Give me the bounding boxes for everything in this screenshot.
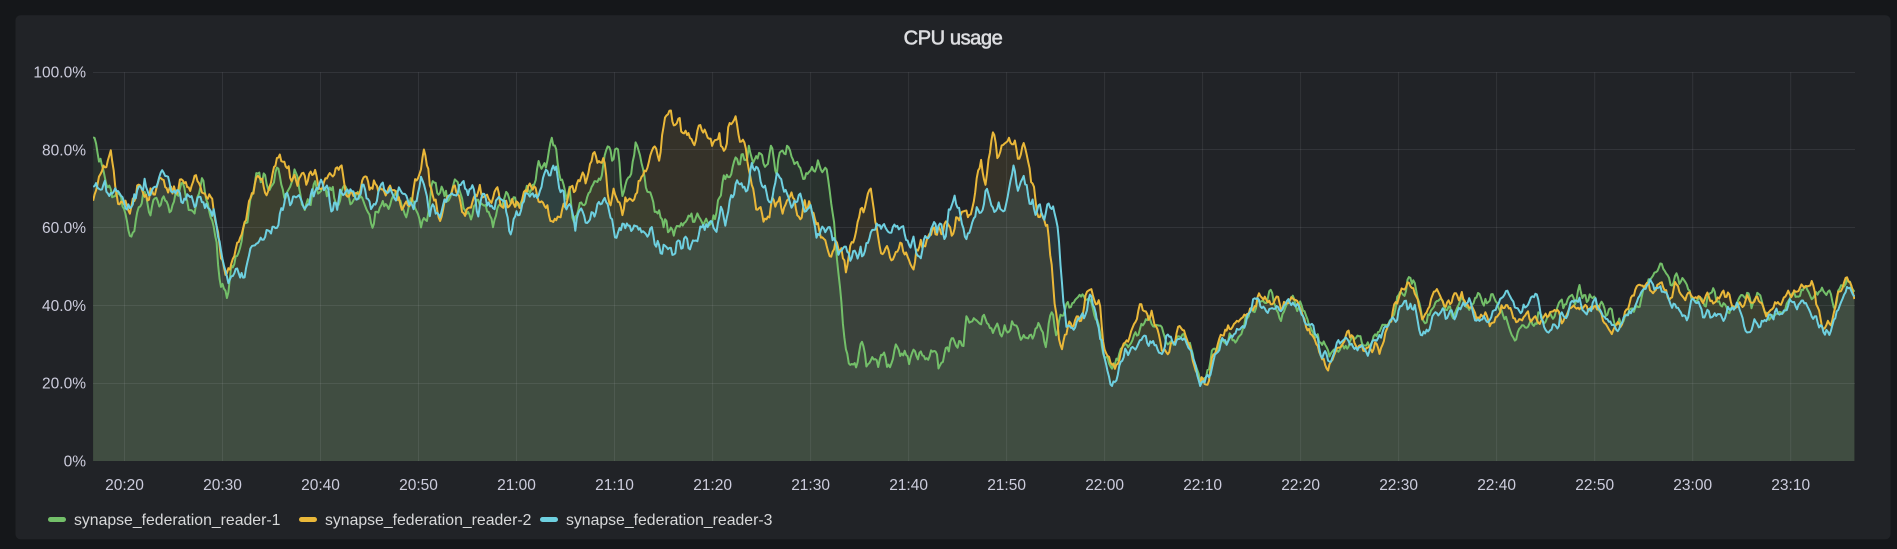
svg-text:22:40: 22:40 [1477,477,1516,494]
svg-text:20:30: 20:30 [203,477,242,494]
svg-text:40.0%: 40.0% [42,298,86,315]
svg-text:20.0%: 20.0% [42,376,86,393]
svg-text:80.0%: 80.0% [42,143,86,160]
svg-text:21:30: 21:30 [791,477,830,494]
svg-text:60.0%: 60.0% [42,220,86,237]
svg-text:21:00: 21:00 [497,477,536,494]
svg-text:20:40: 20:40 [301,477,340,494]
svg-text:100.0%: 100.0% [33,65,86,82]
svg-text:22:50: 22:50 [1575,477,1614,494]
svg-text:21:50: 21:50 [987,477,1026,494]
svg-text:synapse_federation_reader-3: synapse_federation_reader-3 [566,512,773,529]
svg-text:23:10: 23:10 [1771,477,1810,494]
svg-text:0%: 0% [64,454,87,471]
svg-text:22:20: 22:20 [1281,477,1320,494]
svg-text:22:00: 22:00 [1085,477,1124,494]
svg-text:21:20: 21:20 [693,477,732,494]
svg-text:22:10: 22:10 [1183,477,1222,494]
svg-text:21:40: 21:40 [889,477,928,494]
svg-text:synapse_federation_reader-2: synapse_federation_reader-2 [325,512,531,529]
svg-text:20:20: 20:20 [105,477,144,494]
svg-text:20:50: 20:50 [399,477,438,494]
svg-text:23:00: 23:00 [1673,477,1712,494]
svg-text:CPU usage: CPU usage [904,28,1003,50]
svg-text:22:30: 22:30 [1379,477,1418,494]
svg-text:synapse_federation_reader-1: synapse_federation_reader-1 [74,512,281,529]
svg-text:21:10: 21:10 [595,477,634,494]
